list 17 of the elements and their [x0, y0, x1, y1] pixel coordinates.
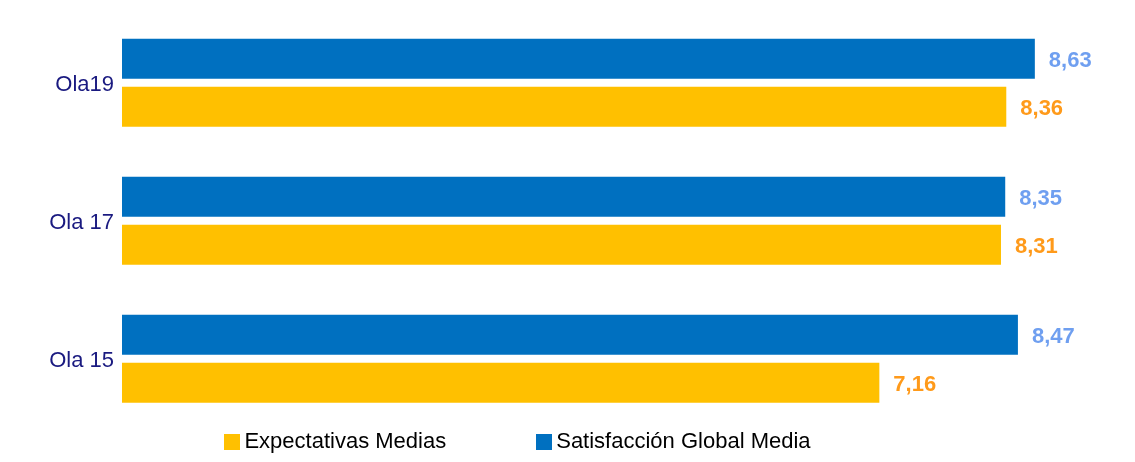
bar — [122, 314, 1018, 355]
data-label: 7,16 — [893, 370, 937, 396]
data-label: 8,36 — [1020, 94, 1064, 120]
data-label: 8,47 — [1031, 322, 1075, 348]
legend-label: Satisfacción Global Media — [556, 428, 811, 453]
y-tick-label: Ola19 — [55, 70, 114, 96]
data-label: 8,31 — [1015, 232, 1058, 258]
bar — [122, 38, 1035, 79]
data-label: 8,63 — [1048, 46, 1092, 72]
bar — [122, 86, 1007, 127]
legend-label: Expectativas Medias — [244, 428, 447, 453]
y-tick-label: Ola 17 — [49, 208, 114, 234]
bar — [122, 224, 1001, 265]
y-tick-label: Ola 15 — [49, 346, 114, 372]
bar — [122, 176, 1006, 217]
bar — [122, 362, 880, 403]
data-label: 8,35 — [1019, 184, 1063, 210]
